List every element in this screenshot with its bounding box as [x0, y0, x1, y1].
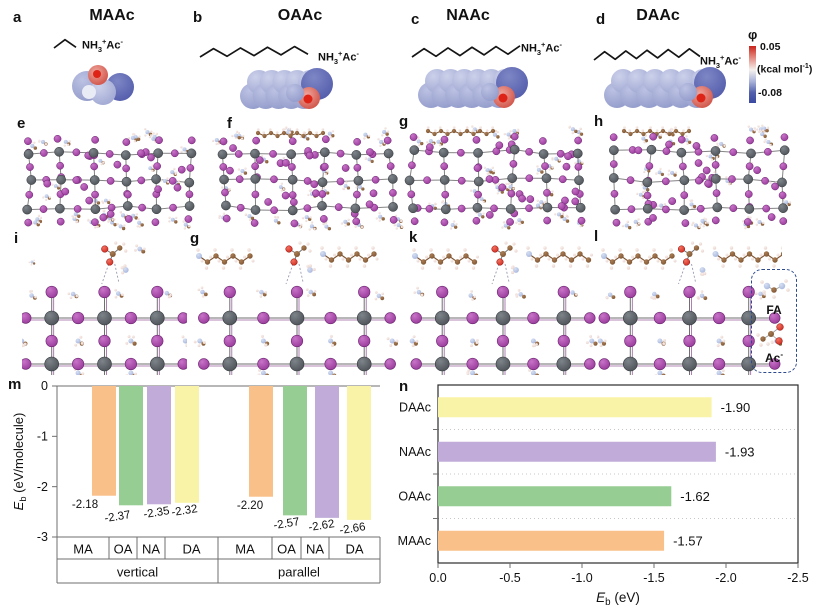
m-ytick-label: -3 — [37, 530, 48, 544]
n-xtick-label: -2.5 — [787, 571, 809, 585]
bar-NAAc — [438, 441, 716, 462]
m-category-label: OA — [114, 542, 133, 557]
bar-NA-vertical — [147, 386, 171, 505]
n-bar-value-label: -1.90 — [721, 400, 751, 415]
m-yaxis-title: Eb (eV/molecule) — [11, 413, 28, 511]
surface-structure-i — [22, 241, 187, 375]
m-bar-value-label: -2.18 — [72, 499, 98, 511]
amine-formula-b: NH3+Ac- — [318, 49, 359, 66]
n-category-label: DAAc — [399, 401, 431, 415]
amine-formula-d: NH3+Ac- — [700, 53, 741, 70]
panel-letter-b: b — [193, 9, 203, 26]
n-category-label: MAAc — [398, 534, 431, 548]
acetate-label: Ac- — [764, 350, 784, 365]
panel-letter-k: k — [409, 229, 418, 246]
fa-label: FA — [766, 303, 782, 317]
m-bar-value-label: -2.20 — [237, 500, 263, 512]
bar-NA-parallel — [315, 386, 339, 518]
m-category-label: MA — [73, 542, 93, 557]
panel-letter-g: g — [399, 113, 409, 130]
m-group-label-parallel: parallel — [278, 565, 320, 580]
bar-DA-vertical — [175, 386, 199, 503]
esp-molecule-naac — [411, 45, 528, 108]
surface-structure-k — [409, 241, 598, 375]
panel-letter-e: e — [17, 115, 26, 132]
bar-MA-parallel — [249, 386, 273, 497]
amine-formula-c: NH3+Ac- — [521, 40, 562, 57]
crystal-structure-f — [211, 126, 404, 231]
molecule-legend: FA Ac- — [751, 269, 797, 373]
panel-letter-h: h — [594, 113, 604, 130]
esp-molecule-maac — [53, 38, 134, 105]
m-bar-value-label: -2.32 — [171, 503, 199, 519]
colorbar-symbol: φ — [748, 27, 758, 42]
bar-DAAc — [438, 397, 712, 418]
panel-letter-f: f — [227, 115, 232, 132]
m-bar-value-label: -2.57 — [273, 516, 301, 532]
panel-letter-m: m — [8, 376, 22, 393]
m-bar-value-label: -2.66 — [339, 521, 367, 537]
molecule-title-oaac: OAAc — [277, 7, 323, 24]
m-ytick-label: -2 — [37, 480, 48, 494]
acetate-molecule-icon — [756, 323, 784, 347]
binding-energy-bar-chart-m: 0-1-2-3Eb (eV/molecule)-2.18-2.37 -2.35 -2… — [11, 379, 381, 584]
amine-formula-a: NH3+Ac- — [82, 37, 123, 54]
bar-MAAc — [438, 530, 665, 551]
m-bar-value-label: -2.35 — [143, 505, 171, 521]
crystal-structure-h — [608, 124, 792, 230]
n-xtick-label: 0.0 — [429, 571, 446, 585]
panel-letter-c: c — [411, 11, 420, 28]
bar-DA-parallel — [347, 386, 371, 520]
bar-MA-vertical — [92, 386, 116, 496]
n-xaxis-title: Eb (eV) — [596, 590, 640, 608]
colorbar-unit-label: (kcal mol-1) — [757, 62, 813, 76]
bar-OA-vertical — [119, 386, 143, 506]
bar-OA-parallel — [283, 386, 307, 516]
m-category-label: DA — [345, 542, 363, 557]
panel-letter-d: d — [596, 11, 606, 28]
colorbar-max-label: 0.05 — [760, 41, 781, 53]
n-xtick-label: -1.0 — [571, 571, 593, 585]
n-xtick-label: -0.5 — [499, 571, 521, 585]
m-group-label-vertical: vertical — [117, 565, 158, 580]
m-category-label: NA — [306, 542, 324, 557]
panel-letter-n: n — [399, 378, 409, 395]
n-bar-value-label: -1.62 — [680, 489, 710, 504]
esp-molecule-oaac — [199, 45, 333, 109]
esp-molecule-daac — [593, 48, 726, 108]
n-xtick-label: -1.5 — [643, 571, 665, 585]
panel-letter-i: i — [14, 230, 19, 247]
n-xtick-label: -2.0 — [715, 571, 737, 585]
m-category-label: NA — [142, 542, 160, 557]
m-ytick-label: -1 — [37, 430, 48, 444]
colorbar-gradient — [749, 46, 756, 103]
m-category-label: DA — [182, 542, 200, 557]
n-category-label: NAAc — [399, 445, 431, 459]
panel-letter-a: a — [13, 9, 22, 26]
n-bar-value-label: -1.93 — [725, 444, 755, 459]
m-bar-value-label: -2.37 — [104, 509, 132, 525]
bar-OAAc — [438, 486, 672, 507]
m-category-label: MA — [235, 542, 255, 557]
crystal-structure-g — [404, 125, 586, 230]
n-bar-value-label: -1.57 — [673, 533, 703, 548]
molecule-title-daac: DAAc — [636, 7, 680, 24]
molecule-title-maac: MAAc — [89, 7, 135, 24]
n-category-label: OAAc — [398, 490, 431, 504]
surface-structure-g2 — [193, 241, 399, 375]
panel-letter-g2: g — [190, 230, 200, 247]
binding-energy-bar-chart-n: 0.0 -0.5 -1.0 -1.5 -2.0 -2.5 -1.90 DAAc -1.93 NAA… — [398, 384, 809, 608]
crystal-structure-e — [22, 127, 197, 231]
colorbar-min-label: -0.08 — [758, 87, 782, 99]
molecule-title-naac: NAAc — [446, 7, 490, 24]
m-ytick-label: 0 — [41, 379, 48, 393]
panel-letter-l: l — [594, 228, 599, 245]
fa-molecule-icon — [760, 279, 790, 299]
surface-structure-l — [597, 241, 782, 375]
m-bar-value-label: -2.62 — [308, 518, 336, 534]
m-category-label: OA — [277, 542, 296, 557]
